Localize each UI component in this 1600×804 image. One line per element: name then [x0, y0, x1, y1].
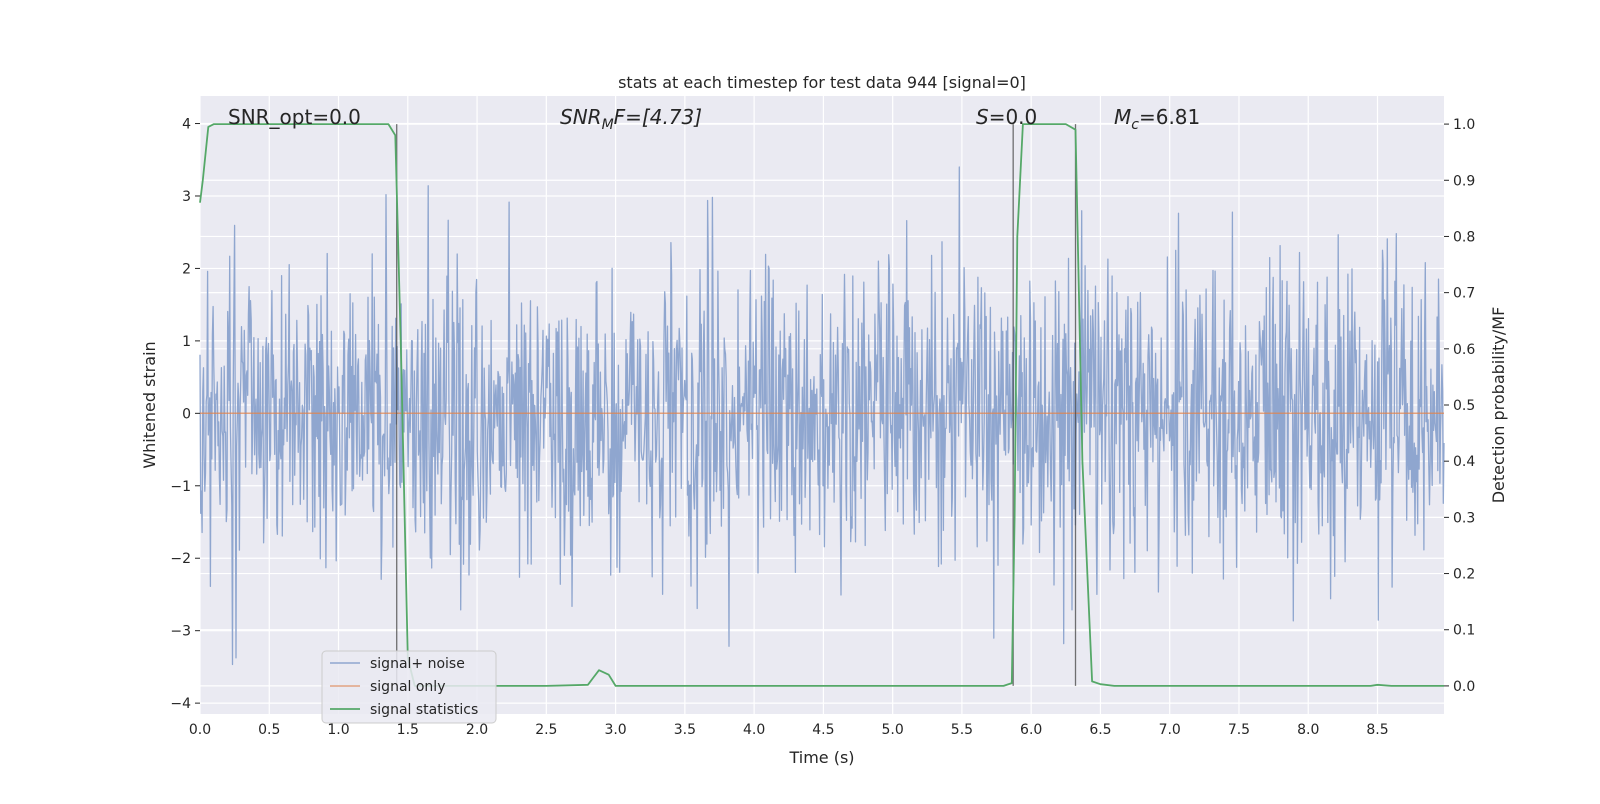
y-right-tick-label: 0.8: [1453, 229, 1475, 245]
x-tick-label: 1.5: [397, 722, 419, 738]
x-tick-label: 2.5: [535, 722, 557, 738]
annotation-snr-opt: SNR_opt=0.0: [228, 105, 361, 129]
legend: signal+ noise signal only signal statist…: [321, 650, 497, 724]
annotation-mc-rest: =6.81: [1139, 105, 1200, 129]
x-tick-label: 5.0: [882, 722, 904, 738]
y-axis-label: Whitened strain: [140, 341, 159, 468]
y-right-tick-label: 0.4: [1453, 454, 1475, 470]
chart-title: stats at each timestep for test data 944…: [618, 73, 1026, 92]
legend-box: [321, 650, 497, 724]
legend-label-signal-plus-noise: signal+ noise: [370, 656, 465, 672]
y-tick-label: −2: [170, 551, 191, 567]
annotation-mc: Mc=6.81: [1114, 105, 1200, 133]
y-axis-label-right: Detection probability/MF: [1489, 307, 1508, 504]
annotation-snr-mf-sub: M: [602, 117, 614, 133]
annotation-snr-mf-main: SNR: [560, 105, 602, 129]
x-axis-label: Time (s): [788, 748, 854, 767]
x-tick-label: 6.5: [1089, 722, 1111, 738]
x-tick-label: 0.5: [258, 722, 280, 738]
annotation-snr-mf-rest: F=[4.73]: [614, 105, 702, 129]
y-right-tick-label: 0.7: [1453, 286, 1475, 302]
y-tick-label: 4: [182, 117, 191, 133]
y-right-tick-label: 0.6: [1453, 342, 1475, 358]
y-right-tick-label: 0.5: [1453, 398, 1475, 414]
y-tick-label: −4: [170, 696, 191, 712]
x-tick-label: 7.5: [1228, 722, 1250, 738]
y-right-tick-label: 0.9: [1453, 173, 1475, 189]
x-tick-label: 2.0: [466, 722, 488, 738]
y-tick-label: 2: [182, 261, 191, 277]
x-tick-label: 6.0: [1020, 722, 1042, 738]
y-tick-label: 0: [182, 406, 191, 422]
annotation-s-rest: =0.0: [989, 105, 1038, 129]
y-right-tick-label: 1.0: [1453, 117, 1475, 133]
series-signal-plus-noise: [199, 166, 1445, 666]
y-tick-label: −3: [170, 624, 191, 640]
y-right-tick-label: 0.2: [1453, 567, 1475, 583]
x-tick-label: 1.0: [327, 722, 349, 738]
series-signal-statistics: [199, 123, 1444, 687]
annotation-mc-sub: c: [1131, 117, 1139, 133]
y-tick-label: 3: [182, 189, 191, 205]
x-tick-label: 8.0: [1297, 722, 1319, 738]
y-ticks-right: 1.0 0.9 0.8 0.7 0.6 0.5 0.4 0.3 0.2 0.1 0.0: [1444, 117, 1475, 695]
y-right-tick-label: 0.1: [1453, 623, 1475, 639]
legend-label-signal-only: signal only: [370, 679, 445, 695]
annotation-s: S=0.0: [976, 105, 1037, 129]
x-tick-label: 4.5: [812, 722, 834, 738]
y-tick-label: 1: [182, 334, 191, 350]
x-tick-label: 3.5: [674, 722, 696, 738]
x-tick-label: 5.5: [951, 722, 973, 738]
x-tick-label: 4.0: [743, 722, 765, 738]
x-tick-label: 7.0: [1159, 722, 1181, 738]
annotation-s-main: S: [976, 105, 989, 129]
annotation-snr-mf: SNRMF=[4.73]: [560, 105, 702, 133]
x-ticks: 0.0 0.5 1.0 1.5 2.0 2.5 3.0 3.5 4.0 4.5 5.0 5.5 6.0 6…: [189, 722, 1389, 738]
y-tick-label: −1: [170, 479, 191, 495]
signal-statistics-line: [199, 123, 1444, 687]
legend-label-signal-statistics: signal statistics: [370, 702, 478, 718]
y-right-tick-label: 0.3: [1453, 510, 1475, 526]
y-right-tick-label: 0.0: [1453, 679, 1475, 695]
noise-line: [199, 166, 1445, 666]
x-tick-label: 0.0: [189, 722, 211, 738]
x-tick-label: 8.5: [1366, 722, 1388, 738]
y-ticks-left: 4 3 2 1 0 −1 −2 −3 −4: [170, 117, 200, 712]
x-tick-label: 3.0: [604, 722, 626, 738]
annotation-mc-main: M: [1114, 105, 1131, 129]
